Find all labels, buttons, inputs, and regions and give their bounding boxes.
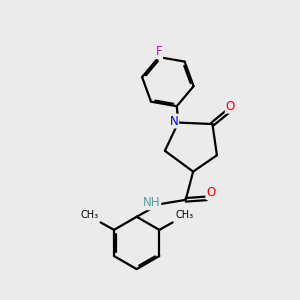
Text: CH₃: CH₃ [80, 210, 98, 220]
Text: NH: NH [143, 196, 160, 209]
Text: F: F [156, 45, 162, 58]
Text: CH₃: CH₃ [175, 210, 193, 220]
Text: N: N [169, 115, 178, 128]
Text: O: O [226, 100, 235, 113]
Text: O: O [206, 186, 216, 199]
